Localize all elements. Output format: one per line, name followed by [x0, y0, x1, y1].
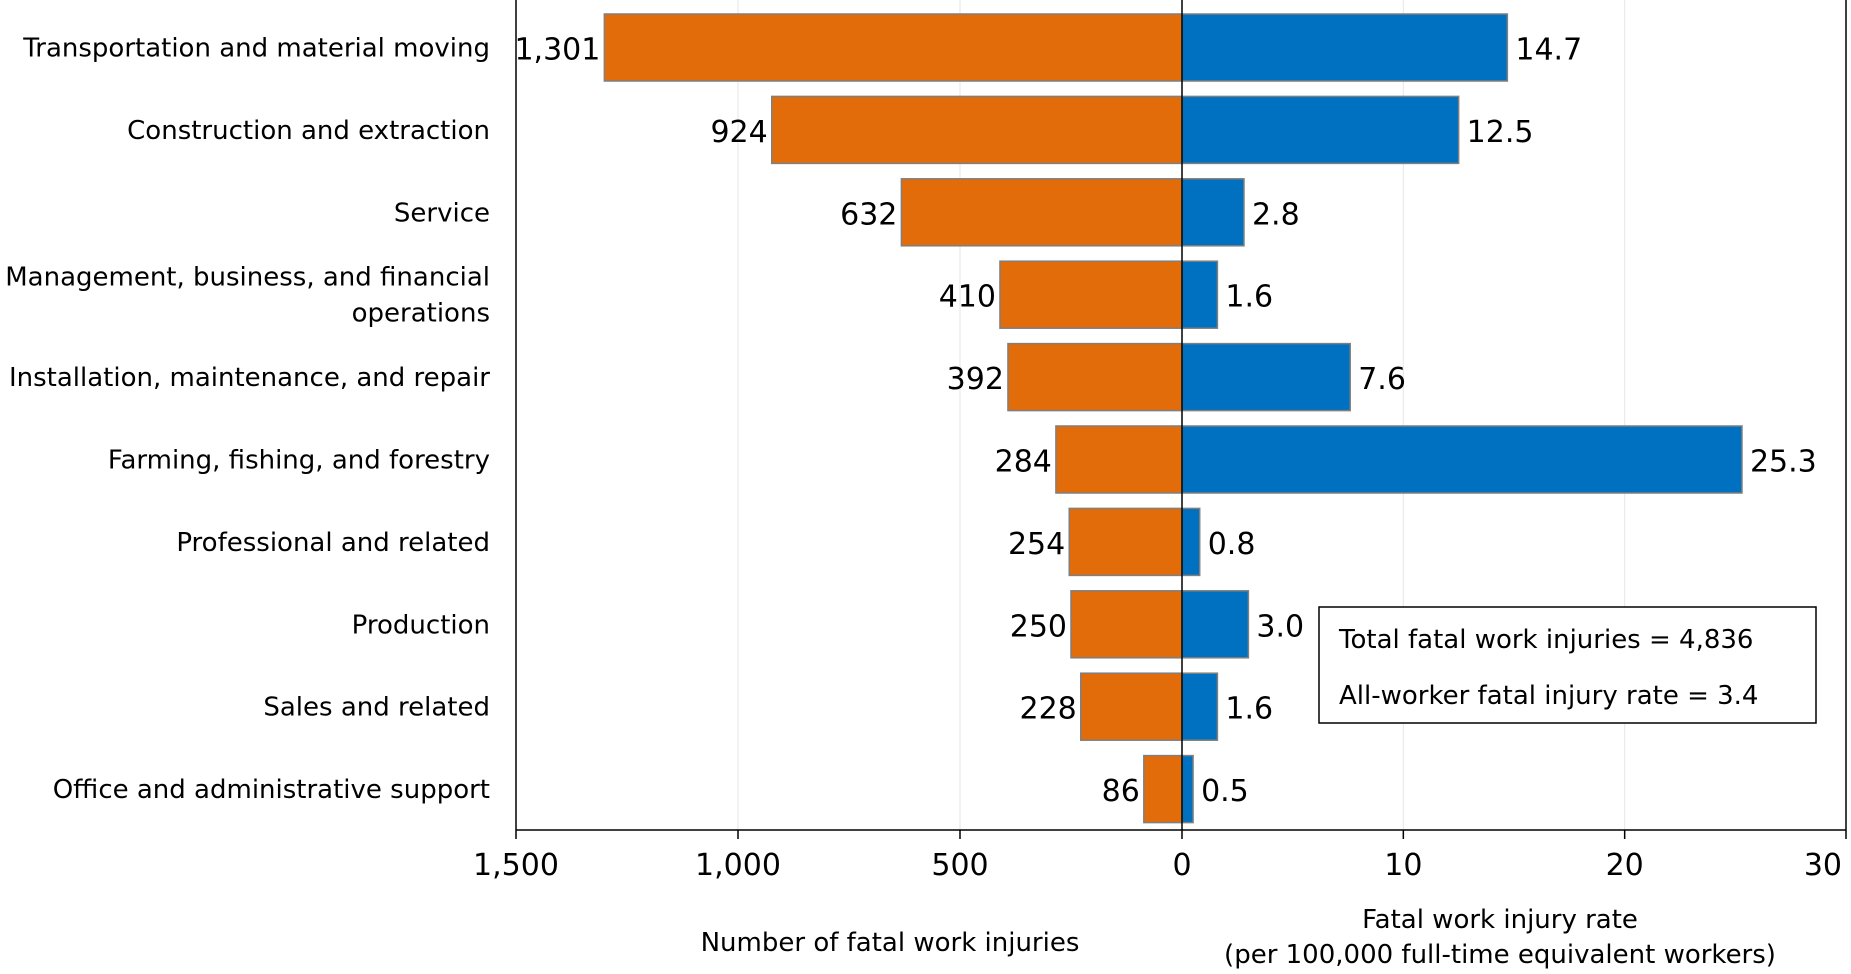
tick-label-left-0: 1,500 — [473, 848, 559, 883]
labels: 1,301 14.7 Transportation and material mov… — [5, 33, 1817, 810]
axis-title-line: Fatal work injury rate — [1362, 905, 1638, 935]
value-label-count-8: 228 — [1020, 692, 1077, 727]
summary-note: Total fatal work injuries = 4,836 All-wor… — [1318, 606, 1817, 724]
bar-rate-4 — [1181, 342, 1351, 412]
bar-count-3 — [999, 260, 1183, 329]
value-label-rate-5: 25.3 — [1750, 445, 1817, 480]
bar-count-7 — [1070, 590, 1183, 659]
bar-count-8 — [1080, 672, 1183, 741]
bar-rate-1 — [1181, 95, 1460, 165]
value-label-rate-8: 1.6 — [1225, 692, 1273, 727]
value-label-count-3: 410 — [939, 280, 996, 315]
category-label-7: Production — [352, 610, 490, 640]
value-label-count-9: 86 — [1102, 774, 1140, 809]
category-label-line: Construction and extraction — [127, 116, 490, 146]
value-label-count-5: 284 — [995, 445, 1052, 480]
category-label-6: Professional and related — [176, 528, 490, 558]
tick-label-left-2: 500 — [931, 848, 988, 883]
category-label-line: Installation, maintenance, and repair — [9, 363, 490, 393]
category-label-4: Installation, maintenance, and repair — [9, 363, 490, 393]
category-label-line: Management, business, and financial — [5, 263, 490, 293]
category-label-2: Service — [394, 198, 490, 228]
category-label-9: Office and administrative support — [53, 775, 490, 805]
value-label-count-7: 250 — [1010, 609, 1067, 644]
bar-count-1 — [770, 95, 1183, 165]
category-label-line: Office and administrative support — [53, 775, 490, 805]
tick-label-right-0: 10 — [1384, 848, 1422, 883]
x-axis-title-right: Fatal work injury rate (per 100,000 full-… — [1224, 905, 1776, 970]
bar-rate-7 — [1181, 590, 1250, 659]
x-axis-title-left: Number of fatal work injuries — [701, 928, 1080, 958]
summary-line-0: Total fatal work injuries = 4,836 — [1338, 625, 1753, 655]
tick-label-right-2: 30 — [1804, 848, 1842, 883]
bar-rate-5 — [1181, 425, 1743, 494]
value-label-count-4: 392 — [947, 362, 1004, 397]
value-label-rate-0: 14.7 — [1515, 33, 1582, 68]
bar-rate-6 — [1181, 507, 1201, 577]
bar-rate-3 — [1181, 260, 1219, 329]
value-label-rate-4: 7.6 — [1358, 362, 1406, 397]
bar-count-2 — [900, 178, 1183, 247]
value-label-rate-7: 3.0 — [1256, 609, 1304, 644]
summary-box — [1318, 606, 1817, 724]
value-label-rate-1: 12.5 — [1467, 115, 1534, 150]
category-label-line: Farming, fishing, and forestry — [108, 446, 490, 476]
axis-title-line: (per 100,000 full-time equivalent worker… — [1224, 940, 1776, 970]
bars — [603, 13, 1743, 824]
bar-count-4 — [1007, 342, 1183, 412]
summary-line-1: All-worker fatal injury rate = 3.4 — [1339, 681, 1758, 711]
value-label-count-1: 924 — [710, 115, 767, 150]
value-label-count-6: 254 — [1008, 527, 1065, 562]
category-label-5: Farming, fishing, and forestry — [108, 446, 490, 476]
category-label-1: Construction and extraction — [127, 116, 490, 146]
category-label-line: Transportation and material moving — [22, 34, 490, 64]
category-label-3: Management, business, and financial opera… — [5, 263, 490, 329]
tick-label-right-1: 20 — [1606, 848, 1644, 883]
value-label-rate-3: 1.6 — [1225, 280, 1273, 315]
bar-count-5 — [1055, 425, 1183, 494]
value-label-count-2: 632 — [840, 197, 897, 232]
tick-label-left-1: 1,000 — [695, 848, 781, 883]
axes: 1,500 1,000 500 0 10 20 30 Number of fatal work… — [473, 0, 1847, 970]
category-label-line: Professional and related — [176, 528, 490, 558]
bar-rate-0 — [1181, 13, 1509, 82]
category-label-line: Production — [352, 610, 490, 640]
category-label-line: Sales and related — [263, 693, 490, 723]
category-label-line: Service — [394, 198, 490, 228]
category-label-8: Sales and related — [263, 693, 490, 723]
value-label-rate-9: 0.5 — [1201, 774, 1249, 809]
bar-rate-9 — [1181, 754, 1194, 824]
value-label-rate-6: 0.8 — [1208, 527, 1256, 562]
category-label-0: Transportation and material moving — [22, 34, 490, 64]
bar-count-9 — [1143, 754, 1183, 824]
bar-rate-2 — [1181, 178, 1245, 247]
bar-count-6 — [1068, 507, 1183, 577]
bar-count-0 — [603, 13, 1183, 82]
value-label-count-0: 1,301 — [514, 33, 600, 68]
bar-rate-8 — [1181, 672, 1219, 741]
category-label-line: operations — [352, 299, 490, 329]
value-label-rate-2: 2.8 — [1252, 197, 1300, 232]
tick-label-left-3: 0 — [1172, 848, 1191, 883]
